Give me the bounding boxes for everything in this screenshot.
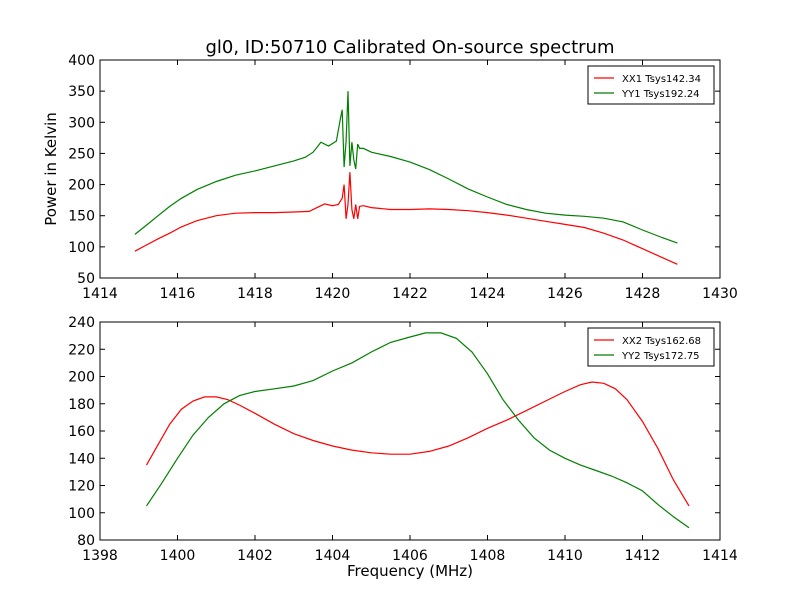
- legend-entry: XX2 Tsys162.68: [622, 336, 701, 347]
- y-tick-label: 100: [68, 240, 95, 256]
- y-tick-label: 350: [68, 84, 95, 100]
- x-tick-label: 1430: [702, 286, 738, 302]
- x-tick-label: 1418: [237, 286, 273, 302]
- x-axis-label: Frequency (MHz): [347, 562, 473, 580]
- y-tick-label: 120: [68, 479, 95, 495]
- y-tick-label: 50: [77, 271, 95, 287]
- y-tick-label: 150: [68, 209, 95, 225]
- x-tick-label: 1414: [702, 548, 738, 564]
- y-tick-label: 140: [68, 451, 95, 467]
- series-line-1-1: [146, 332, 690, 529]
- series-line-1-0: [145, 381, 690, 507]
- x-tick-label: 1426: [547, 286, 583, 302]
- series-line-0-1: [134, 91, 678, 244]
- x-tick-label: 1402: [237, 548, 273, 564]
- y-tick-label: 200: [68, 178, 95, 194]
- legend-entry: YY2 Tsys172.75: [621, 351, 700, 362]
- legend-box-0: [587, 65, 715, 105]
- x-tick-label: 1428: [625, 286, 661, 302]
- x-tick-label: 1408: [470, 548, 506, 564]
- x-tick-label: 1424: [470, 286, 506, 302]
- x-tick-label: 1400: [160, 548, 196, 564]
- figure-title: gl0, ID:50710 Calibrated On-source spect…: [205, 37, 614, 58]
- x-tick-label: 1420: [315, 286, 351, 302]
- y-tick-label: 180: [68, 397, 95, 413]
- top-panel: 1414 1416 1418 1420 1422 1424 1426 1428 1430 50 10…: [42, 53, 738, 302]
- bottom-panel: 1398 1400 1402 1404 1406 1408 1410 1412 1414 80 10…: [68, 315, 738, 580]
- legend-entry: YY1 Tsys192.24: [621, 89, 700, 100]
- y-tick-label: 160: [68, 424, 95, 440]
- x-tick-label: 1410: [547, 548, 583, 564]
- series-line-0-0: [134, 172, 678, 265]
- x-tick-label: 1406: [392, 548, 428, 564]
- x-tick-label: 1416: [160, 286, 196, 302]
- y-tick-label: 240: [68, 315, 95, 331]
- y-tick-label: 300: [68, 115, 95, 131]
- legend-box-1: [587, 327, 715, 367]
- x-tick-label: 1404: [315, 548, 351, 564]
- legend-entry: XX1 Tsys142.34: [622, 74, 701, 85]
- y-tick-label: 220: [68, 342, 95, 358]
- x-tick-label: 1414: [82, 286, 118, 302]
- y-tick-label: 250: [68, 146, 95, 162]
- y-tick-label: 400: [68, 53, 95, 69]
- y-tick-label: 200: [68, 370, 95, 386]
- y-tick-label: 80: [77, 533, 95, 549]
- x-tick-label: 1412: [625, 548, 661, 564]
- x-tick-label: 1422: [392, 286, 428, 302]
- x-tick-label: 1398: [82, 548, 118, 564]
- y-axis-label: Power in Kelvin: [42, 112, 60, 226]
- y-tick-label: 100: [68, 506, 95, 522]
